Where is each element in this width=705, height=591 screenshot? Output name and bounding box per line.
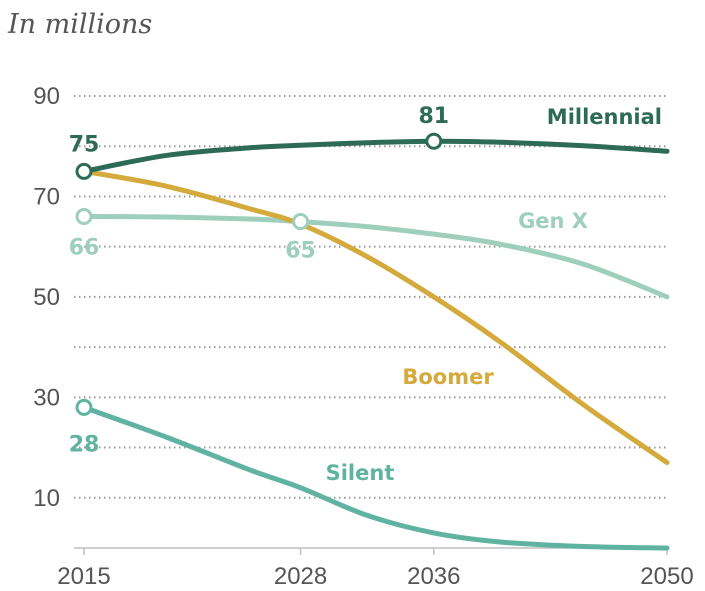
series-label-boomer: Boomer <box>402 365 494 389</box>
y-tick-label: 90 <box>33 83 60 110</box>
y-tick-label: 10 <box>33 485 60 512</box>
series-label-gen-x: Gen X <box>518 209 588 233</box>
series-lines <box>81 138 670 551</box>
data-label-gen-x-2028: 65 <box>285 239 316 264</box>
y-tick-label: 30 <box>33 384 60 411</box>
series-line-silent <box>81 404 670 551</box>
y-tick-label: 70 <box>33 183 60 210</box>
series-label-silent: Silent <box>326 461 395 485</box>
marker-gen-x-2015 <box>75 208 93 226</box>
series-line-millennial <box>81 138 670 174</box>
data-label-millennial-2015: 75 <box>69 132 100 157</box>
series-line-gen-x <box>81 214 670 300</box>
data-markers <box>75 132 443 416</box>
gridlines <box>74 95 667 499</box>
data-label-gen-x-2015: 66 <box>69 236 100 261</box>
labels: Millennial Gen X Boomer Silent 75 81 66 65 28 <box>69 104 662 485</box>
data-label-millennial-2036: 81 <box>418 104 449 129</box>
marker-silent-2015 <box>75 398 93 416</box>
series-label-millennial: Millennial <box>547 105 662 129</box>
marker-millennial-2036 <box>425 132 443 150</box>
x-tick-label: 2036 <box>407 563 460 590</box>
x-tick-label: 2028 <box>274 563 327 590</box>
chart-subtitle: In millions <box>7 9 152 40</box>
marker-gen-x-2028 <box>292 213 310 231</box>
axes: 90 70 50 30 10 2015 2028 2036 2050 <box>33 83 693 590</box>
marker-millennial-2015 <box>75 162 93 180</box>
y-tick-label: 50 <box>33 284 60 311</box>
data-label-silent-2015: 28 <box>69 432 100 457</box>
x-tick-label: 2015 <box>57 563 110 590</box>
series-line-boomer <box>81 168 670 466</box>
x-tick-label: 2050 <box>640 563 693 590</box>
